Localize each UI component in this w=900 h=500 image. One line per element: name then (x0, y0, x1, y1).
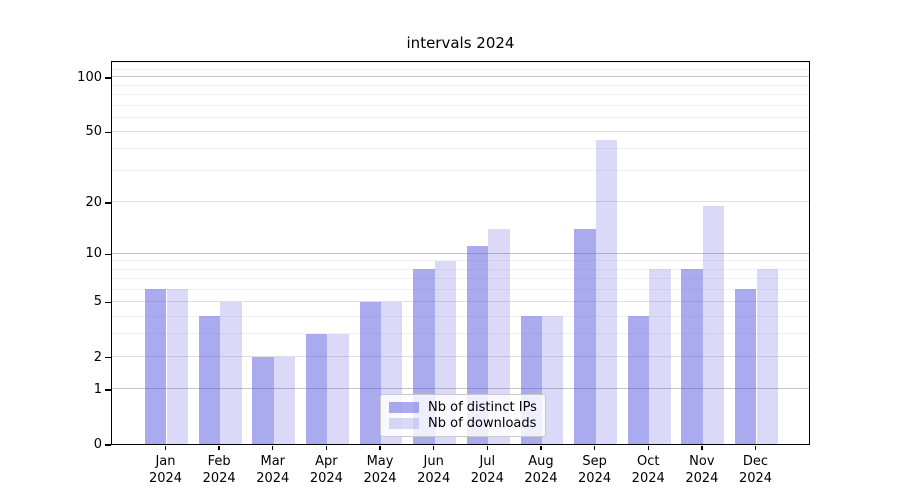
x-tick-label-mar: Mar 2024 (256, 454, 290, 486)
y-tick-mark (105, 356, 111, 359)
gridline-y-5 (112, 301, 809, 302)
x-tick-mark (593, 446, 596, 450)
legend-swatch-downloads (389, 418, 419, 430)
x-tick-mark (701, 446, 703, 450)
gridline-y-3 (112, 333, 809, 335)
y-tick-mark (105, 444, 111, 446)
legend-entry-downloads: Nb of downloads (389, 416, 537, 431)
gridline-y-70 (112, 104, 809, 106)
y-tick-label-2: 2 (93, 349, 102, 365)
gridline-y-80 (112, 94, 809, 96)
gridline-y-10 (112, 252, 809, 254)
x-tick-mark (325, 446, 328, 450)
legend-entry-distinct-ips: Nb of distinct IPs (389, 400, 537, 415)
y-tick-mark (105, 253, 111, 255)
y-tick-mark (105, 131, 111, 133)
bar-downloads-sep (595, 139, 618, 444)
x-tick-mark (164, 446, 167, 450)
gridline-y-20 (112, 201, 809, 203)
gridline-y-110 (112, 68, 809, 70)
x-tick-label-sep: Sep 2024 (578, 454, 612, 486)
gridline-y-30 (112, 170, 809, 172)
x-tick-mark (486, 446, 488, 450)
bar-downloads-oct (649, 269, 671, 444)
x-tick-mark (272, 446, 274, 450)
x-tick-mark (379, 446, 381, 450)
x-tick-mark (754, 446, 757, 450)
x-tick-label-may: May 2024 (363, 454, 397, 486)
gridline-y-100 (112, 76, 809, 78)
gridline-y-1 (112, 388, 809, 390)
legend-label: Nb of distinct IPs (428, 399, 537, 415)
x-tick-mark (540, 446, 542, 450)
bar-distinct-ips-feb (198, 316, 221, 444)
bar-downloads-apr (327, 333, 349, 444)
gridline-y-40 (112, 148, 809, 150)
y-tick-mark (105, 77, 111, 79)
y-tick-label-0: 0 (93, 437, 102, 452)
bar-distinct-ips-dec (735, 289, 757, 444)
x-tick-mark (218, 446, 220, 450)
bar-distinct-ips-sep (574, 228, 596, 444)
x-tick-label-jun: Jun 2024 (417, 454, 451, 486)
gridline-y-60 (112, 116, 809, 118)
y-tick-mark (105, 389, 111, 391)
x-tick-label-apr: Apr 2024 (309, 454, 343, 486)
gridline-y-90 (112, 84, 809, 86)
bar-downloads-aug (541, 316, 564, 444)
y-tick-label-10: 10 (85, 246, 102, 262)
bar-distinct-ips-oct (627, 316, 650, 444)
gridline-y-50 (112, 130, 809, 132)
x-tick-label-oct: Oct 2024 (631, 454, 665, 486)
gridline-y-2 (112, 356, 809, 358)
legend-swatch-distinct-ips (389, 401, 419, 413)
bar-downloads-jan (166, 289, 188, 444)
bar-downloads-mar (273, 356, 296, 444)
gridline-y-7 (112, 278, 809, 280)
gridline-y-120 (112, 62, 809, 64)
x-tick-label-jul: Jul 2024 (470, 454, 504, 486)
x-tick-mark (432, 446, 435, 450)
bar-distinct-ips-may (359, 301, 382, 444)
y-tick-label-100: 100 (77, 69, 102, 85)
x-tick-mark (647, 446, 649, 450)
y-tick-label-5: 5 (93, 294, 102, 310)
chart-title: intervals 2024 (406, 34, 515, 52)
plot-area: Nb of distinct IPs Nb of downloads (111, 61, 810, 445)
y-tick-label-1: 1 (93, 381, 102, 397)
y-tick-mark (105, 202, 111, 204)
x-tick-label-nov: Nov 2024 (685, 454, 719, 486)
gridline-y-9 (112, 260, 809, 262)
bar-distinct-ips-jan (145, 289, 167, 444)
gridline-y-6 (112, 288, 809, 290)
legend: Nb of distinct IPs Nb of downloads (380, 394, 546, 437)
x-tick-label-aug: Aug 2024 (524, 454, 558, 486)
x-tick-label-feb: Feb 2024 (202, 454, 236, 486)
bar-downloads-jul (488, 228, 510, 444)
bar-distinct-ips-mar (252, 356, 274, 444)
bar-distinct-ips-nov (681, 269, 703, 444)
y-tick-label-20: 20 (85, 194, 102, 210)
gridline-y-4 (112, 315, 809, 317)
bar-downloads-nov (702, 205, 725, 444)
bar-downloads-dec (756, 269, 778, 444)
x-tick-label-jan: Jan 2024 (148, 454, 183, 486)
y-tick-mark (105, 301, 111, 304)
bar-distinct-ips-apr (305, 333, 328, 444)
bar-downloads-feb (220, 301, 242, 444)
x-tick-label-dec: Dec 2024 (738, 454, 773, 486)
gridline-y-8 (112, 268, 809, 270)
y-tick-label-50: 50 (85, 124, 102, 140)
legend-label: Nb of downloads (428, 416, 537, 432)
